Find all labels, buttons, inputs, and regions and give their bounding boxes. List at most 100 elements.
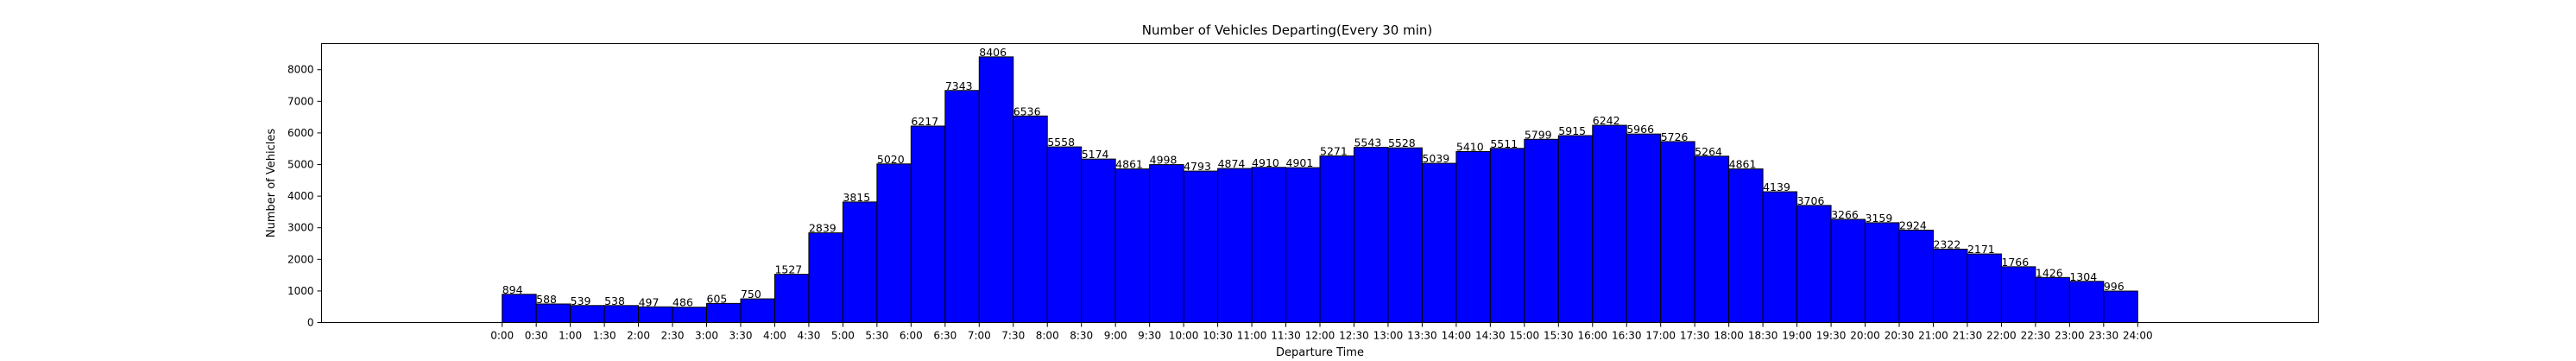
x-tick-label: 5:30 <box>865 330 888 342</box>
bar-8:30 <box>1081 158 1116 323</box>
bar-3:00 <box>706 302 742 323</box>
data-label: 3159 <box>1866 212 1893 225</box>
bar-15:30 <box>1557 135 1594 323</box>
bar-20:30 <box>1898 229 1934 323</box>
x-tick-label: 22:00 <box>1986 330 2017 342</box>
data-label: 5966 <box>1626 123 1654 136</box>
x-tick-label: 1:00 <box>559 330 582 342</box>
bar-17:30 <box>1694 155 1730 323</box>
bar-0:30 <box>535 303 571 323</box>
x-tick-label: 17:30 <box>1680 330 1710 342</box>
x-tick-label: 15:00 <box>1510 330 1540 342</box>
x-tick-label: 5:00 <box>831 330 855 342</box>
y-tick-label: 1000 <box>287 285 314 297</box>
bar-13:30 <box>1421 162 1457 323</box>
bar-5:30 <box>876 163 912 323</box>
x-tick-label: 20:00 <box>1850 330 1880 342</box>
x-tick-label: 11:30 <box>1271 330 1301 342</box>
bar-6:00 <box>910 125 946 323</box>
data-label: 2839 <box>809 222 837 235</box>
bar-20:00 <box>1865 222 1900 323</box>
bar-7:00 <box>978 56 1014 324</box>
bar-4:30 <box>808 232 843 323</box>
y-tick-label: 6000 <box>287 127 314 139</box>
bar-8:00 <box>1046 146 1083 323</box>
y-tick-label: 8000 <box>287 64 314 76</box>
y-tick-label: 2000 <box>287 253 314 265</box>
data-label: 5271 <box>1320 145 1348 158</box>
bar-12:00 <box>1319 155 1354 323</box>
bar-18:00 <box>1728 168 1764 323</box>
x-tick-label: 4:30 <box>797 330 820 342</box>
data-label: 588 <box>536 293 557 306</box>
bar-23:00 <box>2068 281 2105 323</box>
bar-10:30 <box>1217 168 1253 323</box>
bar-22:30 <box>2035 276 2070 323</box>
bars-group <box>502 56 2138 324</box>
data-label: 486 <box>672 296 693 309</box>
x-tick-label: 9:00 <box>1104 330 1127 342</box>
data-label: 5410 <box>1456 141 1484 154</box>
bar-21:00 <box>1932 249 1968 323</box>
data-label: 1766 <box>2001 256 2029 269</box>
x-tick-label: 23:00 <box>2055 330 2085 342</box>
y-tick-label: 7000 <box>287 95 314 107</box>
data-label: 5264 <box>1695 145 1722 158</box>
y-axis-label: Number of Vehicles <box>265 129 278 238</box>
bar-21:30 <box>1967 253 2002 323</box>
bar-14:30 <box>1489 148 1525 323</box>
x-tick-label: 23:30 <box>2089 330 2119 342</box>
data-label: 5020 <box>877 153 905 166</box>
data-label: 5799 <box>1525 128 1552 141</box>
x-tick-label: 0:30 <box>525 330 548 342</box>
bar-12:30 <box>1353 147 1389 323</box>
x-tick-label: 6:00 <box>900 330 923 342</box>
bar-11:00 <box>1251 167 1287 323</box>
x-tick-label: 10:30 <box>1203 330 1233 342</box>
bar-16:30 <box>1626 133 1662 323</box>
bar-19:30 <box>1830 218 1866 323</box>
data-label: 5915 <box>1558 124 1586 137</box>
x-tick-label: 9:30 <box>1138 330 1161 342</box>
x-tick-label: 3:30 <box>729 330 753 342</box>
x-tick-label: 21:00 <box>1918 330 1948 342</box>
x-tick-label: 8:00 <box>1036 330 1059 342</box>
data-label: 3815 <box>843 191 870 204</box>
x-tick-label: 20:30 <box>1885 330 1915 342</box>
data-label: 4861 <box>1729 158 1757 171</box>
bar-13:00 <box>1387 147 1423 323</box>
bar-9:30 <box>1149 164 1184 323</box>
data-label: 3266 <box>1831 208 1859 221</box>
data-label: 2171 <box>1967 243 1995 256</box>
data-label: 5543 <box>1354 136 1381 149</box>
data-label: 7343 <box>945 79 973 92</box>
data-label: 538 <box>604 294 625 307</box>
data-labels-group: 894 588 539 538 497 486 605 750 1527 2839 3815 5020… <box>502 46 2125 309</box>
data-label: 6242 <box>1593 114 1620 127</box>
x-tick-label: 6:30 <box>933 330 957 342</box>
bar-2:30 <box>672 307 708 324</box>
x-tick-label: 19:30 <box>1816 330 1847 342</box>
data-label: 4139 <box>1763 180 1790 193</box>
x-tick-label: 14:30 <box>1475 330 1506 342</box>
bar-1:00 <box>570 305 605 324</box>
x-tick-label: 13:00 <box>1373 330 1404 342</box>
data-label: 4998 <box>1150 154 1178 167</box>
x-tick-label: 11:00 <box>1237 330 1267 342</box>
bar-11:30 <box>1285 167 1321 323</box>
bar-2:00 <box>638 306 673 324</box>
bar-16:00 <box>1592 124 1627 323</box>
y-tick-label: 4000 <box>287 190 314 202</box>
bar-3:30 <box>740 298 775 323</box>
data-label: 6217 <box>911 115 938 128</box>
data-label: 5174 <box>1082 148 1109 161</box>
x-tick-label: 21:30 <box>1953 330 1983 342</box>
data-label: 1426 <box>2036 266 2063 279</box>
x-tick-label: 19:00 <box>1782 330 1812 342</box>
data-label: 1527 <box>774 263 802 276</box>
y-axis-ticks: 0 1000 2000 3000 4000 5000 6000 7000 8000 <box>287 64 322 329</box>
data-label: 2322 <box>1933 238 1960 251</box>
data-label: 2924 <box>1899 218 1927 231</box>
x-tick-label: 16:00 <box>1577 330 1607 342</box>
x-tick-label: 22:30 <box>2021 330 2051 342</box>
